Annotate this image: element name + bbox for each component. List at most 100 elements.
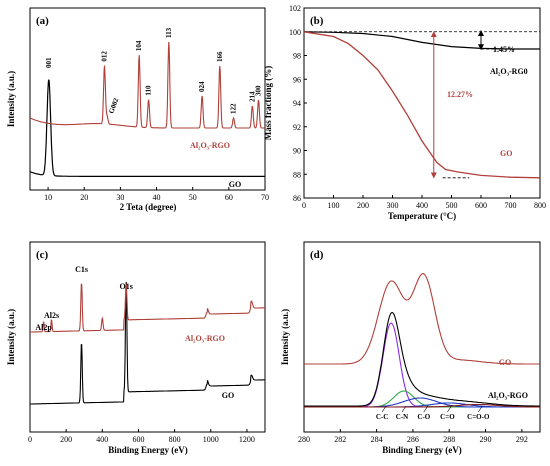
panel-b-yticklabel: 98 (293, 52, 301, 61)
panel-c-go-label: GO (222, 391, 234, 400)
panel-c-frame (29, 241, 266, 433)
panel-a-go-line (29, 79, 265, 177)
panel-b-ticklabel: 500 (446, 201, 458, 210)
panel-b-ticklabel: 200 (357, 201, 369, 210)
panel-b-ticklabel: 700 (505, 201, 517, 210)
panel-a-ticklabel: 10 (44, 193, 52, 202)
panel-c-ticklabel: 200 (60, 435, 72, 444)
panel-d-xlabel: Binding Energy (eV) (382, 445, 462, 455)
panel-a-frame (29, 7, 266, 191)
panel-d: (d) 280 282 284 286 288 290 292 Binding Energy… (280, 241, 541, 455)
panel-b-yticklabel: 90 (293, 147, 301, 156)
panel-b-large-loss: 12.27% (447, 90, 473, 99)
panel-a-peak-label: 024 (198, 81, 206, 92)
panel-d-component-C=O-O (304, 403, 540, 408)
panel-a-peak-label: 214 (248, 91, 256, 102)
panel-d-component-label: C=O-O (467, 413, 490, 421)
panel-b-yticklabel: 100 (289, 28, 301, 37)
panel-c-peak-label: Al2s (44, 311, 59, 320)
panel-c-ticklabel: 800 (169, 435, 181, 444)
panel-b-ylabel: Mass fractiong (%) (263, 66, 273, 140)
panel-d-al2o3-envelope (304, 311, 540, 407)
panel-a-peak-label: 001 (45, 57, 53, 68)
panel-b-yticklabel: 94 (293, 99, 301, 108)
panel-d-ticklabel: 284 (371, 435, 383, 444)
panel-a-peak-label: 012 (100, 51, 108, 62)
panel-a-ticklabel: 70 (261, 193, 269, 202)
panel-d-ticklabel: 292 (516, 435, 528, 444)
panel-d-component-label: C=O (440, 413, 455, 421)
panel-d-frame (303, 241, 541, 433)
panel-b-small-loss: 1.45% (493, 45, 515, 54)
panel-c-peak-label: O1s (119, 282, 132, 291)
panel-b-yticklabel: 102 (289, 4, 301, 13)
panel-d-ticklabel: 286 (407, 435, 419, 444)
panel-c-peak-label: Al2p (35, 323, 52, 332)
panel-b-al2o3-line (303, 31, 540, 50)
panel-c-ticklabel: 0 (28, 435, 32, 444)
panel-a-rgo-line (29, 41, 265, 129)
panel-b-label: (b) (310, 15, 324, 27)
panel-a: (a) 10 20 30 40 50 60 70 2 Teta (degree) Inten… (6, 7, 269, 212)
panel-d-component-leader (381, 405, 387, 413)
panel-a-peak-label: 166 (216, 51, 224, 62)
panel-b-yticklabel: 86 (293, 194, 301, 203)
panel-b-ticklabel: 600 (475, 201, 487, 210)
panel-d-component-leader (447, 405, 452, 413)
panel-d-label: (d) (310, 249, 324, 261)
panel-b-go-label: GO (500, 149, 512, 158)
panel-a-peak-label: 122 (230, 103, 238, 114)
panel-b-ticklabel: 100 (328, 201, 340, 210)
panel-c-xlabel: Binding Energy (eV) (108, 445, 188, 455)
panel-d-component-leader (401, 405, 407, 413)
panel-d-component-label: C-N (396, 413, 408, 421)
panel-a-xlabel: 2 Teta (degree) (120, 202, 177, 212)
panel-c-peak-label: C1s (75, 265, 88, 274)
panel-b-go-line (303, 31, 541, 179)
panel-c: (c) 0 200 400 600 800 1000 1200 Binding Energy… (6, 241, 266, 455)
panel-d-al2o3-label: Al₂O₃-RGO (488, 391, 528, 400)
panel-a-ticklabel: 20 (80, 193, 88, 202)
panel-d-ticklabel: 288 (443, 435, 455, 444)
panel-c-go-line (30, 281, 265, 405)
panel-d-ticklabel: 282 (334, 435, 346, 444)
panel-d-go-line (304, 273, 540, 365)
panel-d-go-label: GO (499, 358, 511, 367)
panel-a-ylabel: Intensity (a.u.) (6, 71, 16, 127)
panel-b-al2o3-label: Al₂O₃-RG0 (490, 67, 528, 76)
panel-c-label: (c) (36, 249, 49, 261)
panel-a-peak-label: 300 (254, 85, 262, 96)
panel-c-ticklabel: 600 (132, 435, 144, 444)
panel-c-rgo-line (30, 283, 265, 333)
panel-b-yticklabel: 92 (293, 123, 301, 132)
panel-d-ticklabel: 280 (298, 435, 310, 444)
panel-b-ticklabel: 400 (416, 201, 428, 210)
panel-a-ticklabel: 50 (189, 193, 197, 202)
panel-a-peak-label: G002 (107, 96, 120, 114)
panel-b-yticklabel: 88 (293, 170, 301, 179)
panel-b-yticklabel: 96 (293, 75, 301, 84)
panel-c-rgo-label: Al₂O₃-RGO (185, 334, 225, 343)
panel-d-ticklabel: 290 (480, 435, 492, 444)
panel-b-frame (303, 7, 541, 199)
panel-a-ticklabel: 40 (153, 193, 161, 202)
panel-d-component-leader (423, 405, 429, 413)
panel-a-go-label: GO (229, 180, 241, 189)
panel-d-component-label: C-O (417, 413, 430, 421)
panel-b-ticklabel: 0 (302, 201, 306, 210)
panel-a-ticklabel: 30 (116, 193, 124, 202)
panel-b-ticklabel: 800 (534, 201, 546, 210)
panel-a-label: (a) (36, 15, 49, 27)
panel-b: (b) 0 100 200 300 400 500 600 700 800 86 88 90 92 94 9… (263, 4, 546, 221)
panel-b-xlabel: Temperature (°C) (388, 211, 456, 221)
panel-c-ticklabel: 400 (96, 435, 108, 444)
panel-c-ylabel: Intensity (a.u.) (6, 309, 16, 365)
panel-a-rgo-label: Al₂O₃-RGO (190, 141, 230, 150)
panel-d-component-label: C-C (376, 413, 388, 421)
panel-a-ticklabel: 60 (225, 193, 233, 202)
panel-c-ticklabel: 1000 (203, 435, 219, 444)
panel-d-component-leader (478, 405, 483, 413)
panel-a-peak-label: 113 (165, 27, 173, 38)
panel-c-ticklabel: 1200 (239, 435, 255, 444)
